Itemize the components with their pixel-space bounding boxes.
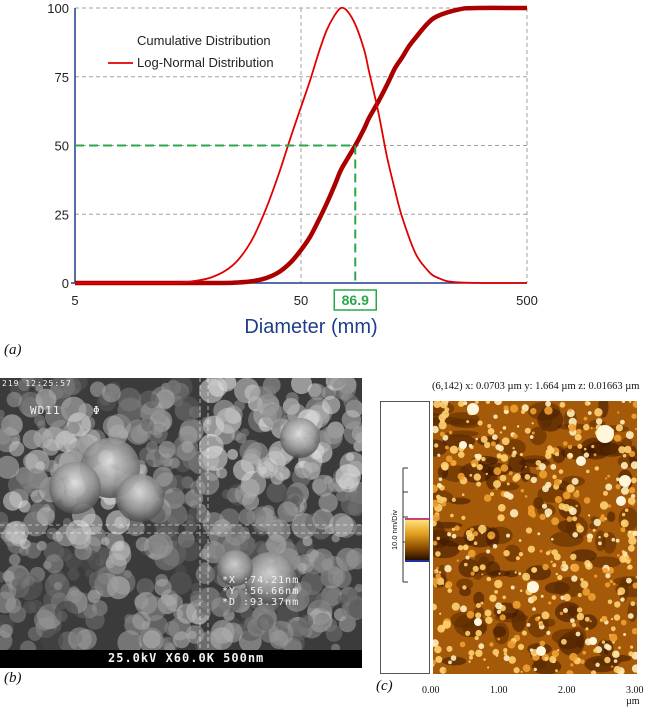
- legend-entry: Log-Normal Distribution: [137, 55, 274, 70]
- chart-legend: Cumulative Distribution Log-Normal Distri…: [108, 33, 274, 70]
- median-value-label: 86.9: [342, 292, 369, 308]
- y-tick-label: 75: [55, 70, 69, 85]
- sem-footer-text: 25.0kV X60.0K 500nm: [108, 651, 265, 665]
- panel-label-b: (b): [4, 670, 22, 686]
- afm-scale-bar: 10.0 nm/Div: [390, 467, 429, 583]
- legend-entry: Cumulative Distribution: [137, 33, 271, 48]
- panel-label-c: (c): [376, 678, 393, 694]
- x-tick-labels: 5 50 500: [71, 293, 537, 308]
- cumulative-distribution-line: [74, 5, 528, 286]
- afm-x-tick-label: 0.00: [422, 685, 440, 696]
- median-annotation: 86.9: [75, 144, 378, 311]
- median-value-box: [333, 289, 378, 311]
- afm-x-tick-label: 2.00: [558, 685, 576, 696]
- y-tick-label: 0: [62, 276, 69, 291]
- sem-wd-label: WD11: [30, 404, 61, 417]
- y-tick-label: 100: [47, 1, 69, 16]
- x-tick-label: 5: [71, 293, 78, 308]
- sem-measurement-d: *D :93.37nm: [222, 597, 300, 608]
- y-tick-labels: 0 25 50 75 100: [47, 1, 69, 291]
- afm-scale-label: 10.0 nm/Div: [390, 510, 399, 550]
- sem-phi-symbol: Φ: [93, 404, 101, 417]
- sem-measurement-y: *Y :56.66nm: [222, 586, 300, 597]
- sem-footer-bar: 25.0kV X60.0K 500nm: [0, 650, 362, 668]
- afm-topography-image: [433, 401, 637, 674]
- x-tick-label: 500: [516, 293, 538, 308]
- y-tick-label: 25: [55, 207, 69, 222]
- afm-cursor-readout: (6,142) x: 0.0703 µm y: 1.664 µm z: 0.01…: [432, 381, 640, 392]
- afm-x-tick-label: 1.00: [490, 685, 508, 696]
- sem-measurement-x: *X :74.21nm: [222, 575, 300, 586]
- sem-image: [0, 378, 362, 650]
- x-tick-label: 50: [294, 293, 308, 308]
- afm-z-scale: 10.0 nm/Div: [380, 401, 430, 674]
- panel-label-a: (a): [4, 342, 22, 358]
- x-axis-label: Diameter (mm): [244, 316, 377, 338]
- afm-x-tick-label: 3.00 µm: [626, 685, 644, 707]
- sem-micrograph: 219 12:25:57 WD11 Φ *X :74.21nm *Y :56.66…: [0, 378, 362, 668]
- sem-timestamp: 219 12:25:57: [2, 379, 72, 388]
- y-tick-label: 50: [55, 139, 69, 154]
- log-normal-distribution-line: [74, 6, 528, 284]
- chart-series: [74, 5, 528, 286]
- distribution-chart: 0 25 50 75 100 5 50 500 86.9 Cumulative Distri…: [47, 1, 538, 338]
